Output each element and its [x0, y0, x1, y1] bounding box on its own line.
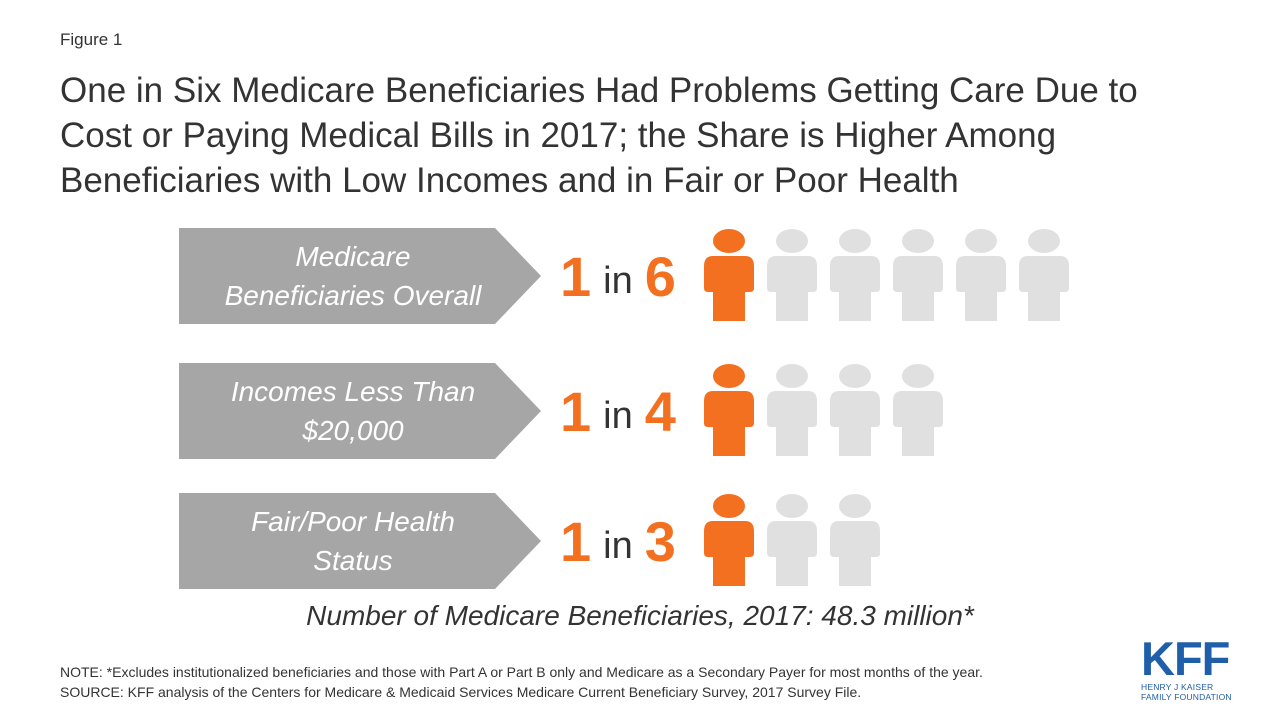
row-fair-poor-health: Fair/Poor Health Status 1 in 3	[0, 493, 1280, 589]
person-head	[776, 364, 808, 388]
person-body	[893, 391, 943, 456]
row-label: Fair/Poor Health Status	[179, 493, 523, 589]
ratio-text: 1 in 4	[560, 363, 676, 459]
kff-logo: KFF HENRY J KAISER FAMILY FOUNDATION	[1141, 632, 1241, 702]
note-text: NOTE: *Excludes institutionalized benefi…	[60, 664, 983, 680]
person-icon	[830, 494, 880, 586]
ratio-numerator: 1	[560, 244, 592, 308]
person-icon	[767, 494, 817, 586]
source-text: SOURCE: KFF analysis of the Centers for …	[60, 684, 862, 700]
row-label-line: Status	[313, 545, 393, 576]
person-body	[1019, 256, 1069, 321]
person-head	[713, 229, 745, 253]
person-icon	[956, 229, 1006, 321]
person-body	[704, 391, 754, 456]
person-icon	[893, 364, 943, 456]
person-head	[776, 229, 808, 253]
person-body	[704, 521, 754, 586]
notes: NOTE: *Excludes institutionalized benefi…	[60, 662, 983, 702]
person-head	[839, 494, 871, 518]
person-head	[965, 229, 997, 253]
row-low-income: Incomes Less Than $20,000 1 in 4	[0, 363, 1280, 459]
chart-title: One in Six Medicare Beneficiaries Had Pr…	[60, 68, 1240, 203]
ratio-denominator: 3	[644, 509, 676, 573]
person-head	[713, 494, 745, 518]
person-head	[839, 364, 871, 388]
ratio-connector: in	[603, 394, 633, 437]
row-label: Incomes Less Than $20,000	[179, 363, 523, 459]
logo-mark: KFF	[1141, 632, 1230, 685]
person-head	[902, 364, 934, 388]
person-icon	[1019, 229, 1069, 321]
ratio-numerator: 1	[560, 379, 592, 443]
row-label-arrow: Fair/Poor Health Status	[179, 493, 541, 589]
ratio-numerator: 1	[560, 509, 592, 573]
logo-line: HENRY J KAISER	[1141, 682, 1214, 692]
person-icon	[704, 364, 754, 456]
ratio-text: 1 in 6	[560, 228, 676, 324]
person-icon	[704, 494, 754, 586]
person-body	[704, 256, 754, 321]
person-body	[893, 256, 943, 321]
chart-title-line: One in Six Medicare Beneficiaries Had Pr…	[60, 71, 1138, 110]
row-label: Medicare Beneficiaries Overall	[179, 228, 523, 324]
person-head	[902, 229, 934, 253]
ratio-denominator: 4	[644, 379, 676, 443]
person-body	[830, 521, 880, 586]
row-label-line: Fair/Poor Health	[251, 506, 455, 537]
person-icon	[767, 229, 817, 321]
person-icon	[893, 229, 943, 321]
person-body	[767, 256, 817, 321]
person-head	[839, 229, 871, 253]
row-label-line: Incomes Less Than	[230, 376, 476, 407]
person-head	[713, 364, 745, 388]
chart-title-line: Beneficiaries with Low Incomes and in Fa…	[60, 161, 959, 200]
row-label-line: $20,000	[302, 415, 404, 446]
person-body	[767, 391, 817, 456]
person-body	[830, 391, 880, 456]
row-label-arrow: Incomes Less Than $20,000	[179, 363, 541, 459]
person-body	[956, 256, 1006, 321]
chart-title-line: Cost or Paying Medical Bills in 2017; th…	[60, 116, 1057, 155]
row-label-arrow: Medicare Beneficiaries Overall	[179, 228, 541, 324]
person-icon	[830, 364, 880, 456]
person-head	[776, 494, 808, 518]
person-body	[767, 521, 817, 586]
person-icon	[830, 229, 880, 321]
person-icon	[767, 364, 817, 456]
figure-label: Figure 1	[60, 30, 123, 49]
person-body	[830, 256, 880, 321]
ratio-text: 1 in 3	[560, 493, 676, 589]
total-beneficiaries-note: Number of Medicare Beneficiaries, 2017: …	[306, 600, 974, 631]
person-head	[1028, 229, 1060, 253]
ratio-connector: in	[603, 524, 633, 567]
ratio-connector: in	[603, 259, 633, 302]
person-icon	[704, 229, 754, 321]
row-label-line: Medicare	[295, 241, 411, 272]
row-label-line: Beneficiaries Overall	[224, 280, 482, 311]
row-overall: Medicare Beneficiaries Overall 1 in 6	[0, 228, 1280, 324]
logo-line: FAMILY FOUNDATION	[1141, 692, 1232, 702]
ratio-denominator: 6	[644, 244, 676, 308]
